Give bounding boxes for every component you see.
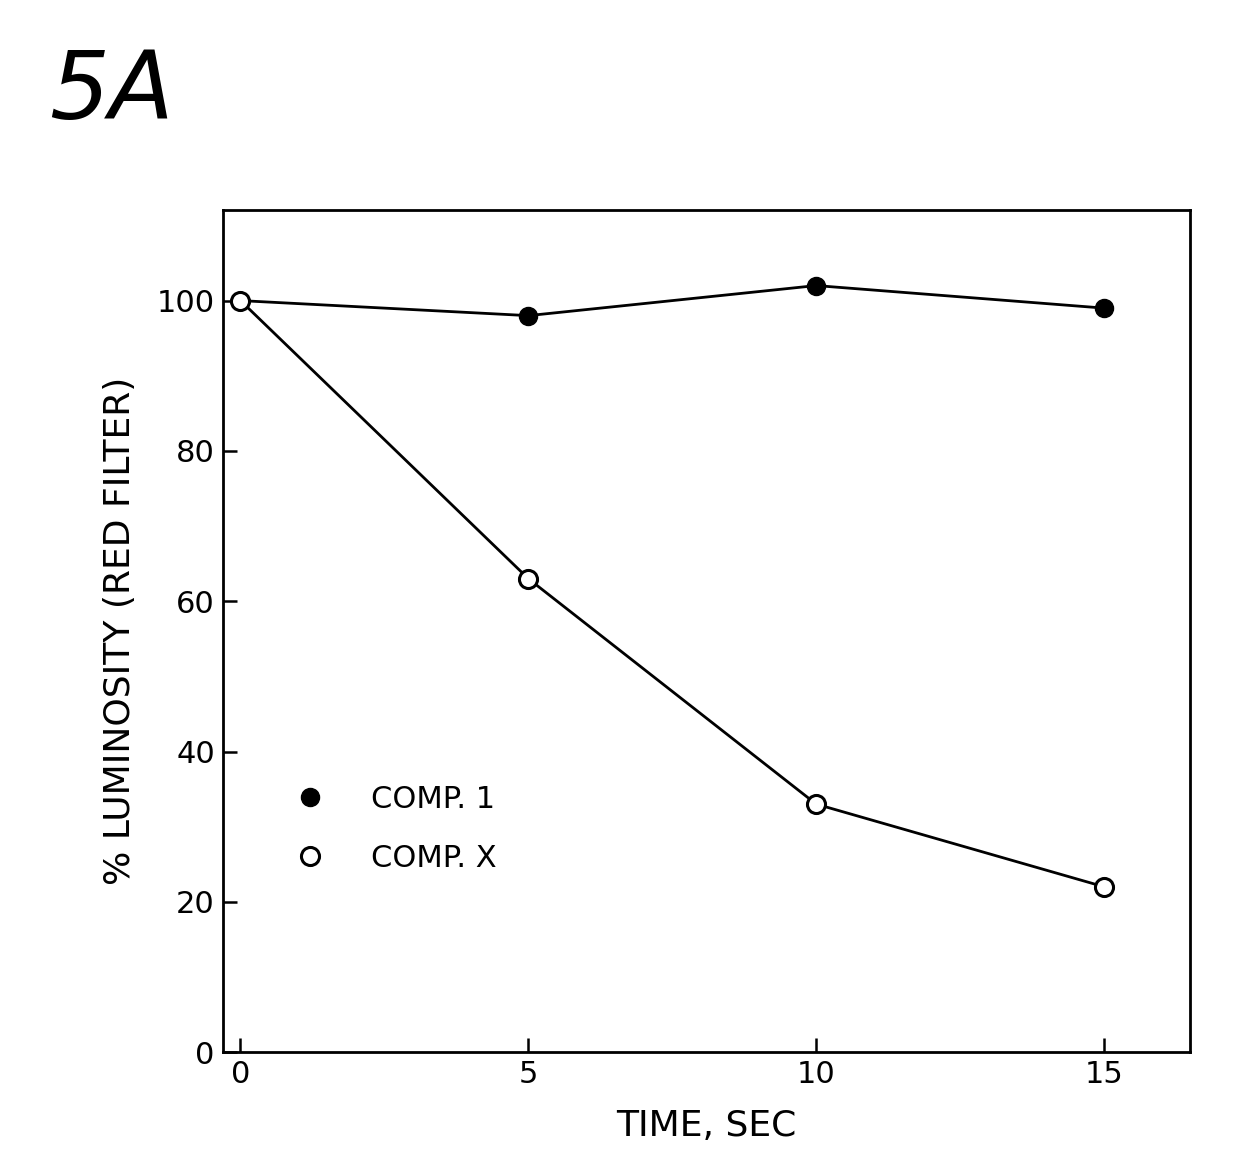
X-axis label: TIME, SEC: TIME, SEC [616,1109,797,1143]
Y-axis label: % LUMINOSITY (RED FILTER): % LUMINOSITY (RED FILTER) [103,378,138,885]
Legend: COMP. 1, COMP. X: COMP. 1, COMP. X [268,773,510,885]
Text: 5A: 5A [50,47,175,138]
